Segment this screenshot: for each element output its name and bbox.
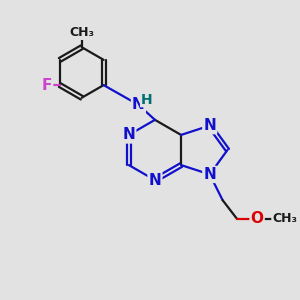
Text: N: N: [122, 128, 135, 142]
Text: CH₃: CH₃: [272, 212, 297, 225]
Text: N: N: [203, 167, 216, 182]
Text: F: F: [42, 78, 52, 93]
Text: H: H: [141, 93, 152, 107]
Text: CH₃: CH₃: [69, 26, 94, 39]
Text: O: O: [250, 212, 264, 226]
Text: N: N: [203, 118, 216, 133]
Text: N: N: [132, 97, 145, 112]
Text: N: N: [148, 172, 161, 188]
